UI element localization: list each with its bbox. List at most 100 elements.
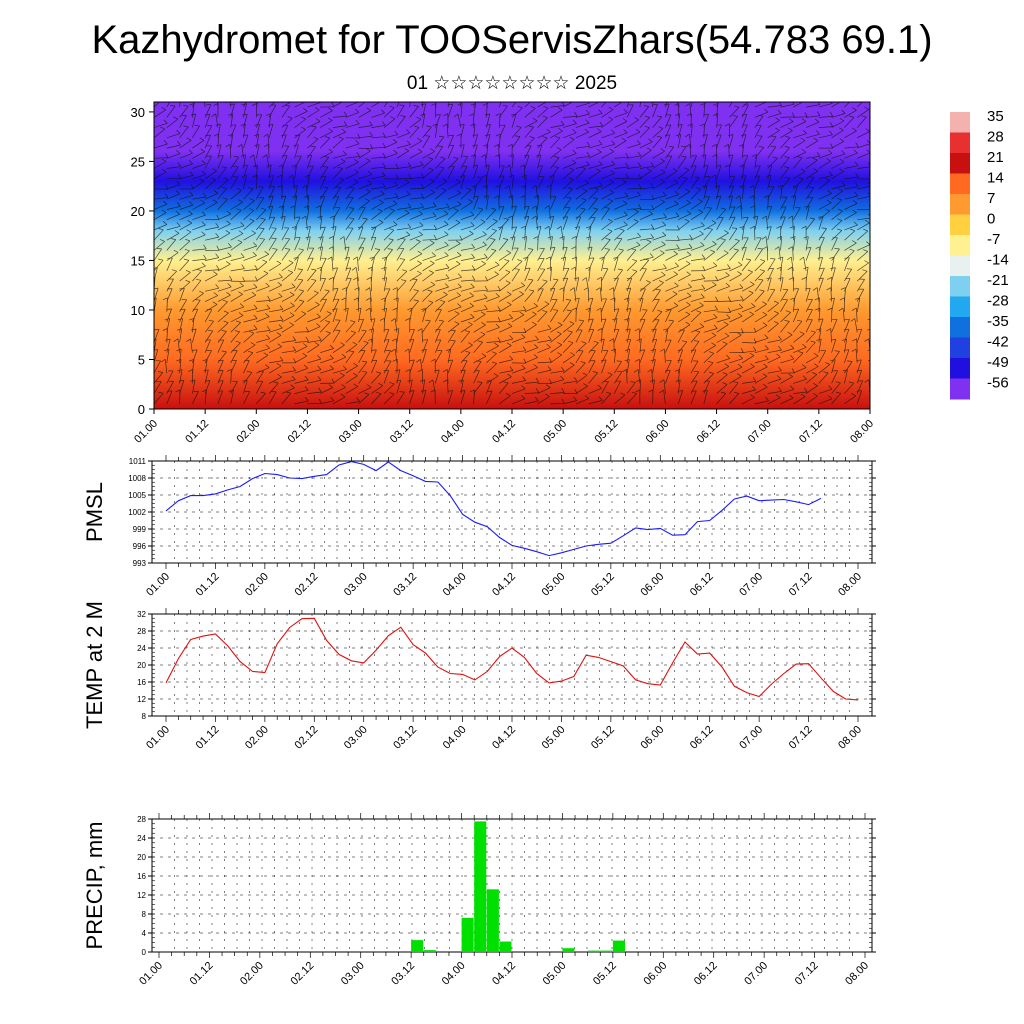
wind-barb [703, 265, 718, 272]
wind-barb [537, 387, 551, 394]
wind-barb-flag [417, 250, 423, 255]
wind-barb [805, 247, 812, 261]
wind-barb-flag [170, 238, 176, 240]
wind-barb [857, 262, 869, 272]
wind-barb-flag [497, 337, 501, 342]
x-tick-label: 01.12 [194, 571, 222, 599]
x-tick-label: 06.12 [692, 960, 720, 988]
wind-barb [154, 197, 168, 200]
y-tick-label: 12 [137, 695, 146, 704]
wind-barb [511, 236, 516, 251]
wind-barb [281, 102, 292, 108]
wind-barb-flag [762, 322, 768, 326]
wind-barb [626, 249, 637, 261]
wind-barb-flag [399, 258, 405, 260]
wind-barb [805, 187, 815, 200]
wind-barb [460, 103, 463, 118]
wind-barb [844, 395, 857, 405]
wind-barb [217, 360, 224, 374]
wind-barb [663, 379, 666, 394]
wind-barb [204, 295, 218, 302]
wind-barb-flag [650, 182, 654, 188]
wind-barb [307, 326, 321, 333]
wind-barb [332, 308, 338, 323]
wind-barb-flag [263, 270, 269, 274]
wind-barb-flag [727, 154, 733, 157]
wind-barb [562, 331, 573, 343]
wind-barb [677, 134, 682, 149]
wind-barb [626, 211, 639, 220]
wind-barb [818, 257, 823, 271]
wind-barb-flag [380, 109, 385, 114]
wind-barb [754, 260, 766, 272]
pmsl-line [165, 461, 822, 557]
wind-barb-flag [839, 138, 845, 142]
wind-barb [358, 207, 366, 220]
wind-barb-flag [183, 125, 189, 128]
wind-barb [678, 202, 691, 210]
wind-barb [665, 370, 671, 384]
wind-barb-flag [740, 175, 746, 177]
wind-barb-flag [715, 296, 719, 302]
wind-barb [678, 274, 691, 282]
wind-barb-flag [420, 103, 426, 106]
wind-barb-flag [662, 231, 667, 236]
wind-barb-flag [417, 138, 422, 142]
wind-barb [588, 308, 591, 323]
wind-barb [371, 328, 375, 343]
wind-barb-flag [834, 350, 840, 352]
wind-barb-flag [468, 230, 474, 234]
wind-barb-flag [609, 148, 615, 152]
wind-barb [179, 348, 182, 363]
wind-barb [281, 379, 296, 384]
wind-barb [678, 304, 691, 313]
wind-barb [639, 186, 654, 190]
wind-barb-flag [775, 127, 780, 131]
wind-barb [793, 178, 804, 190]
x-tick-label: 07.00 [737, 724, 765, 752]
wind-barb [818, 192, 832, 200]
wind-barb-flag [813, 168, 818, 172]
wind-barb [831, 237, 838, 251]
wind-barb [844, 152, 858, 159]
wind-barb [601, 268, 609, 282]
wind-barb [562, 323, 575, 333]
wind-barb [678, 191, 690, 200]
wind-barb-flag [506, 301, 512, 305]
wind-barb-flag [817, 102, 821, 105]
wind-barb-flag [216, 265, 220, 270]
wind-barb [678, 254, 692, 261]
wind-barb [355, 267, 359, 282]
wind-barb-flag [248, 187, 254, 190]
wind-barb [269, 360, 283, 364]
wind-barb-flag [830, 267, 836, 269]
wind-barb-flag [853, 149, 858, 154]
wind-barb-flag [225, 230, 231, 234]
wind-barb-flag [311, 268, 317, 271]
wind-barb-flag [504, 259, 510, 262]
wind-barb-flag [720, 238, 726, 241]
wind-barb [716, 134, 722, 149]
wind-barb [754, 165, 761, 179]
wind-barb-flag [305, 327, 309, 332]
wind-barb-flag [829, 256, 835, 259]
wind-barb [690, 390, 697, 405]
wind-barb [371, 175, 386, 180]
wind-barb [716, 195, 722, 210]
wind-barb [639, 237, 654, 241]
wind-barb-flag [854, 191, 859, 197]
wind-barb-flag [401, 279, 407, 282]
wind-barb [498, 175, 505, 190]
wind-barb [447, 286, 462, 292]
wind-barb-flag [382, 152, 386, 158]
wind-barb [639, 309, 648, 323]
wind-barb-flag [750, 394, 755, 398]
wind-barb-flag [843, 328, 849, 331]
wind-barb-flag [573, 277, 579, 280]
x-tick-label: 01.00 [144, 571, 172, 599]
wind-barb-flag [559, 236, 565, 239]
wind-barb [192, 391, 199, 405]
wind-barb [626, 287, 632, 302]
wind-barb-flag [477, 207, 483, 210]
wind-barb-flag [176, 149, 181, 154]
